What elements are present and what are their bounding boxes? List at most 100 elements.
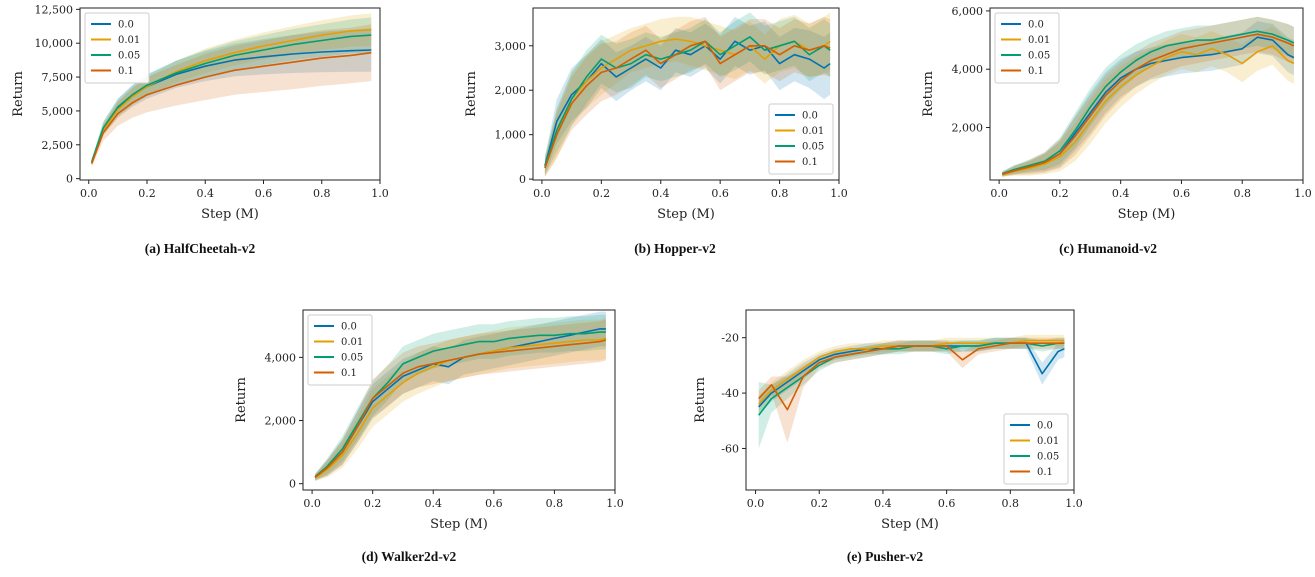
series-lines xyxy=(314,328,607,479)
caption-pusher: (e) Pusher-v2 xyxy=(846,549,924,564)
series-lines xyxy=(758,339,1065,416)
x-tick-label: 0.2 xyxy=(138,187,156,200)
series-lines xyxy=(1001,30,1295,176)
legend-label-0.0: 0.0 xyxy=(802,111,818,122)
x-tick-label: 0.8 xyxy=(313,187,331,200)
line-series-0.1 xyxy=(1001,33,1295,175)
halfcheetah-chart: 0.0 0.2 0.4 0.6 0.8 1.0 0 2,500 5,000 7,500 10,000… xyxy=(11,3,389,222)
legend-box xyxy=(1003,413,1069,485)
legend: 0.0 0.01 0.05 0.1 xyxy=(307,314,373,386)
caption-halfcheetah: (a) HalfCheetah-v2 xyxy=(144,241,256,256)
y-tick-label: -40 xyxy=(721,387,739,400)
x-tick-label: 0.8 xyxy=(1233,187,1251,200)
legend-label-0.01: 0.01 xyxy=(1028,35,1050,46)
legend-label-0.1: 0.1 xyxy=(1037,467,1053,478)
y-tick-label: 0 xyxy=(289,478,296,491)
plot-frame xyxy=(745,309,1075,491)
x-tick-label: 0.0 xyxy=(747,497,765,510)
x-tick-label: 0.2 xyxy=(810,497,828,510)
legend-label-0.0: 0.0 xyxy=(341,322,357,333)
x-tick-label: 0.8 xyxy=(546,497,564,510)
plot-frame xyxy=(79,7,381,181)
y-axis-label: Return xyxy=(921,71,936,117)
legend-label-0.1: 0.1 xyxy=(341,368,357,379)
legend-label-0.1: 0.1 xyxy=(802,157,818,168)
line-series-0.1 xyxy=(758,342,1065,411)
legend-label-0.0: 0.0 xyxy=(1028,20,1044,31)
legend-label-0.05: 0.05 xyxy=(118,51,140,62)
line-series-0.05 xyxy=(544,36,831,167)
band-series-0.05 xyxy=(758,337,1065,449)
line-series-0.05 xyxy=(314,331,606,478)
x-tick-label: 1.0 xyxy=(1065,497,1083,510)
y-tick-label: 12,500 xyxy=(35,3,74,16)
line-series-0.01 xyxy=(90,28,372,164)
line-series-0.1 xyxy=(544,40,831,169)
x-tick-label: 0.2 xyxy=(364,497,382,510)
band-series-0.01 xyxy=(91,13,372,166)
y-tick-label: 7,500 xyxy=(42,71,74,84)
line-series-0.1 xyxy=(90,51,372,164)
line-series-0.1 xyxy=(314,339,607,479)
y-tick-label: 2,000 xyxy=(265,415,297,428)
band-series-0.0 xyxy=(315,311,606,481)
y-tick-label: 4,000 xyxy=(265,351,297,364)
legend-box xyxy=(84,12,150,84)
x-axis-label: Step (M) xyxy=(201,207,259,222)
hopper-chart: 0.0 0.2 0.4 0.6 0.8 1.0 0 1,000 2,000 3,000 Step (… xyxy=(464,7,848,222)
legend: 0.0 0.01 0.05 0.1 xyxy=(768,103,834,175)
legend-box xyxy=(307,314,373,386)
line-series-0.01 xyxy=(1001,45,1295,176)
line-series-0.05 xyxy=(90,34,372,162)
legend: 0.0 0.01 0.05 0.1 xyxy=(84,12,150,84)
legend-label-0.0: 0.0 xyxy=(1037,421,1053,432)
x-tick-label: 0.6 xyxy=(711,187,729,200)
caption-hopper: (b) Hopper-v2 xyxy=(634,241,716,256)
confidence-bands xyxy=(91,13,372,168)
legend-label-0.05: 0.05 xyxy=(1028,51,1050,62)
caption-humanoid: (c) Humanoid-v2 xyxy=(1059,241,1157,256)
x-tick-label: 0.4 xyxy=(196,187,214,200)
band-series-0.1 xyxy=(758,337,1065,443)
band-series-0.05 xyxy=(91,17,372,165)
legend-label-0.05: 0.05 xyxy=(1037,452,1059,463)
x-tick-label: 0.6 xyxy=(255,187,273,200)
legend-label-0.05: 0.05 xyxy=(802,142,824,153)
legend-label-0.01: 0.01 xyxy=(341,337,363,348)
x-tick-label: 1.0 xyxy=(371,187,389,200)
x-axis-label: Step (M) xyxy=(657,207,715,222)
x-tick-label: 0.0 xyxy=(533,187,551,200)
legend: 0.0 0.01 0.05 0.1 xyxy=(1003,413,1069,485)
band-series-0.01 xyxy=(1002,26,1294,178)
x-tick-label: 0.6 xyxy=(1173,187,1191,200)
x-tick-label: 0.8 xyxy=(771,187,789,200)
x-tick-label: 0.6 xyxy=(485,497,503,510)
x-tick-label: 1.0 xyxy=(606,497,624,510)
walker2d-chart: 0.0 0.2 0.4 0.6 0.8 1.0 0 2,000 4,000 Step (M) Ret… xyxy=(234,309,624,532)
y-tick-label: 10,000 xyxy=(35,37,74,50)
legend-label-0.01: 0.01 xyxy=(1037,436,1059,447)
x-tick-label: 0.4 xyxy=(874,497,892,510)
pusher-chart: 0.0 0.2 0.4 0.6 0.8 1.0 -60 -40 -20 Step (M) Retur… xyxy=(693,309,1083,532)
plot-frame xyxy=(302,309,616,491)
legend-label-0.01: 0.01 xyxy=(118,35,140,46)
y-tick-label: -20 xyxy=(721,332,739,345)
legend-label-0.05: 0.05 xyxy=(341,353,363,364)
x-tick-label: 1.0 xyxy=(830,187,848,200)
band-series-0.0 xyxy=(91,28,372,166)
x-axis-label: Step (M) xyxy=(430,517,488,532)
y-tick-label: 1,000 xyxy=(495,129,527,142)
y-tick-label: 2,500 xyxy=(42,139,74,152)
x-tick-label: 0.0 xyxy=(80,187,98,200)
y-tick-label: 3,000 xyxy=(495,40,527,53)
y-axis-label: Return xyxy=(11,71,26,117)
caption-walker2d: (d) Walker2d-v2 xyxy=(361,549,457,564)
legend-box xyxy=(768,103,834,175)
series-lines xyxy=(544,36,831,169)
plot-frame xyxy=(532,7,840,181)
band-series-0.1 xyxy=(91,24,372,168)
series-lines xyxy=(90,28,372,164)
band-series-0.01 xyxy=(315,317,606,482)
plot-frame xyxy=(989,7,1304,181)
